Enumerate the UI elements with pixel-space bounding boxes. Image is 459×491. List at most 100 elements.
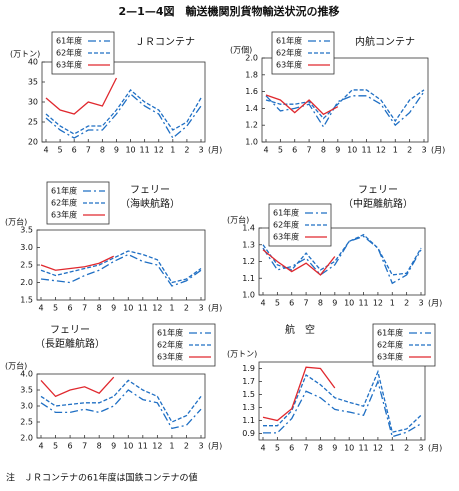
x-tick-label: 8 [97, 304, 102, 313]
panel-subtitle: （長距離航路） [35, 337, 105, 350]
panel-subtitle: （中距離航路） [343, 197, 413, 210]
legend-label: 62年度 [56, 48, 82, 58]
x-tick-label: 1 [393, 146, 398, 155]
legend-label: 61年度 [377, 328, 403, 338]
x-tick-label: 4 [260, 299, 265, 308]
x-tick-label: 10 [123, 304, 133, 313]
legend-label: 61年度 [157, 328, 183, 338]
legend-label: 63年度 [56, 60, 82, 70]
x-tick-label: 7 [304, 299, 309, 308]
x-tick-label: 2 [407, 146, 412, 155]
series-line [40, 250, 202, 284]
x-tick-label: 1 [170, 146, 175, 155]
x-tick-label: 1 [390, 444, 395, 453]
x-tick-label: 9 [111, 304, 116, 313]
y-tick-label: 30 [28, 98, 38, 107]
series-line [262, 233, 422, 276]
x-tick-label: 9 [335, 146, 340, 155]
x-tick-label: 9 [332, 444, 337, 453]
series-line [262, 235, 422, 285]
x-tick-label: 6 [289, 444, 294, 453]
legend-label: 61年度 [56, 36, 82, 46]
x-tick-label: 3 [198, 146, 203, 155]
y-tick-label: 1.8 [245, 70, 258, 79]
series-line [263, 369, 422, 433]
x-tick-label: 8 [97, 442, 102, 451]
panel-title: 内航コンテナ [355, 35, 415, 48]
x-tick-label: 1 [169, 304, 174, 313]
legend-label: 63年度 [273, 232, 299, 242]
y-unit: (万トン) [10, 50, 40, 59]
x-tick-label: 5 [58, 146, 63, 155]
legend-box [46, 181, 110, 225]
x-tick-label: 5 [53, 304, 58, 313]
x-tick-label: 7 [304, 444, 309, 453]
series-line [262, 366, 336, 422]
series-line [40, 389, 202, 430]
panel-title: ＪＲコンテナ [135, 36, 195, 48]
x-tick-label: 4 [263, 146, 268, 155]
x-tick-label: 7 [86, 146, 91, 155]
y-tick-label: 1.0 [242, 291, 255, 300]
x-tick-label: 4 [43, 146, 48, 155]
x-tick-label: 12 [154, 146, 164, 155]
x-tick-label: 7 [82, 304, 87, 313]
series-line [45, 77, 118, 115]
x-tick-label: 5 [275, 444, 280, 453]
y-tick-label: 20 [28, 138, 38, 147]
x-tick-label: 2 [184, 146, 189, 155]
series-line [40, 255, 115, 271]
y-tick-label: 2.5 [20, 261, 33, 270]
x-tick-label: 12 [152, 442, 162, 451]
y-tick-label: 1.1 [242, 274, 255, 283]
x-tick-label: 12 [376, 146, 386, 155]
y-tick-label: 1.3 [242, 403, 255, 412]
x-tick-label: 3 [198, 442, 203, 451]
series-line [45, 93, 202, 139]
plot-frame [258, 361, 426, 441]
x-tick-label: 10 [347, 146, 357, 155]
legend-label: 62年度 [51, 198, 77, 208]
legend-label: 61年度 [276, 36, 302, 46]
y-tick-label: 40 [28, 58, 38, 67]
x-tick-label: 4 [38, 442, 43, 451]
x-tick-label: 3 [198, 304, 203, 313]
plot-frame [36, 229, 206, 301]
legend-label: 62年度 [157, 340, 183, 350]
y-tick-label: 1.7 [242, 377, 255, 386]
x-tick-label: 2 [404, 444, 409, 453]
x-tick-label: 6 [292, 146, 297, 155]
y-tick-label: 25 [28, 118, 38, 127]
y-tick-label: 1.5 [20, 296, 33, 305]
x-tick-label: 6 [289, 299, 294, 308]
x-unit: (月) [208, 442, 222, 451]
series-line [263, 379, 422, 438]
x-tick-label: 5 [278, 146, 283, 155]
series-line [40, 253, 202, 287]
x-tick-label: 9 [332, 299, 337, 308]
y-tick-label: 0.9 [242, 429, 255, 438]
y-tick-label: 1.9 [242, 364, 255, 373]
plot-frame [261, 57, 429, 143]
y-tick-label: 1.5 [242, 390, 255, 399]
panel-title: フェリー [50, 325, 90, 336]
x-tick-label: 1 [169, 442, 174, 451]
x-tick-label: 10 [125, 146, 135, 155]
y-unit: (万台) [227, 215, 249, 225]
x-tick-label: 7 [82, 442, 87, 451]
y-tick-label: 2.5 [20, 418, 33, 427]
y-tick-label: 35 [28, 78, 38, 87]
x-tick-label: 3 [421, 146, 426, 155]
x-tick-label: 11 [140, 146, 150, 155]
x-tick-label: 6 [68, 304, 73, 313]
x-tick-label: 11 [358, 444, 368, 453]
series-line [265, 91, 425, 129]
footnote: 注 ＪＲコンテナの61年度は国鉄コンテナの値 [6, 472, 197, 484]
panel-title: 航 空 [285, 323, 315, 336]
y-unit: (万台) [5, 361, 27, 371]
x-tick-label: 10 [344, 444, 354, 453]
x-tick-label: 9 [111, 442, 116, 451]
x-tick-label: 2 [184, 442, 189, 451]
x-tick-label: 11 [361, 146, 371, 155]
